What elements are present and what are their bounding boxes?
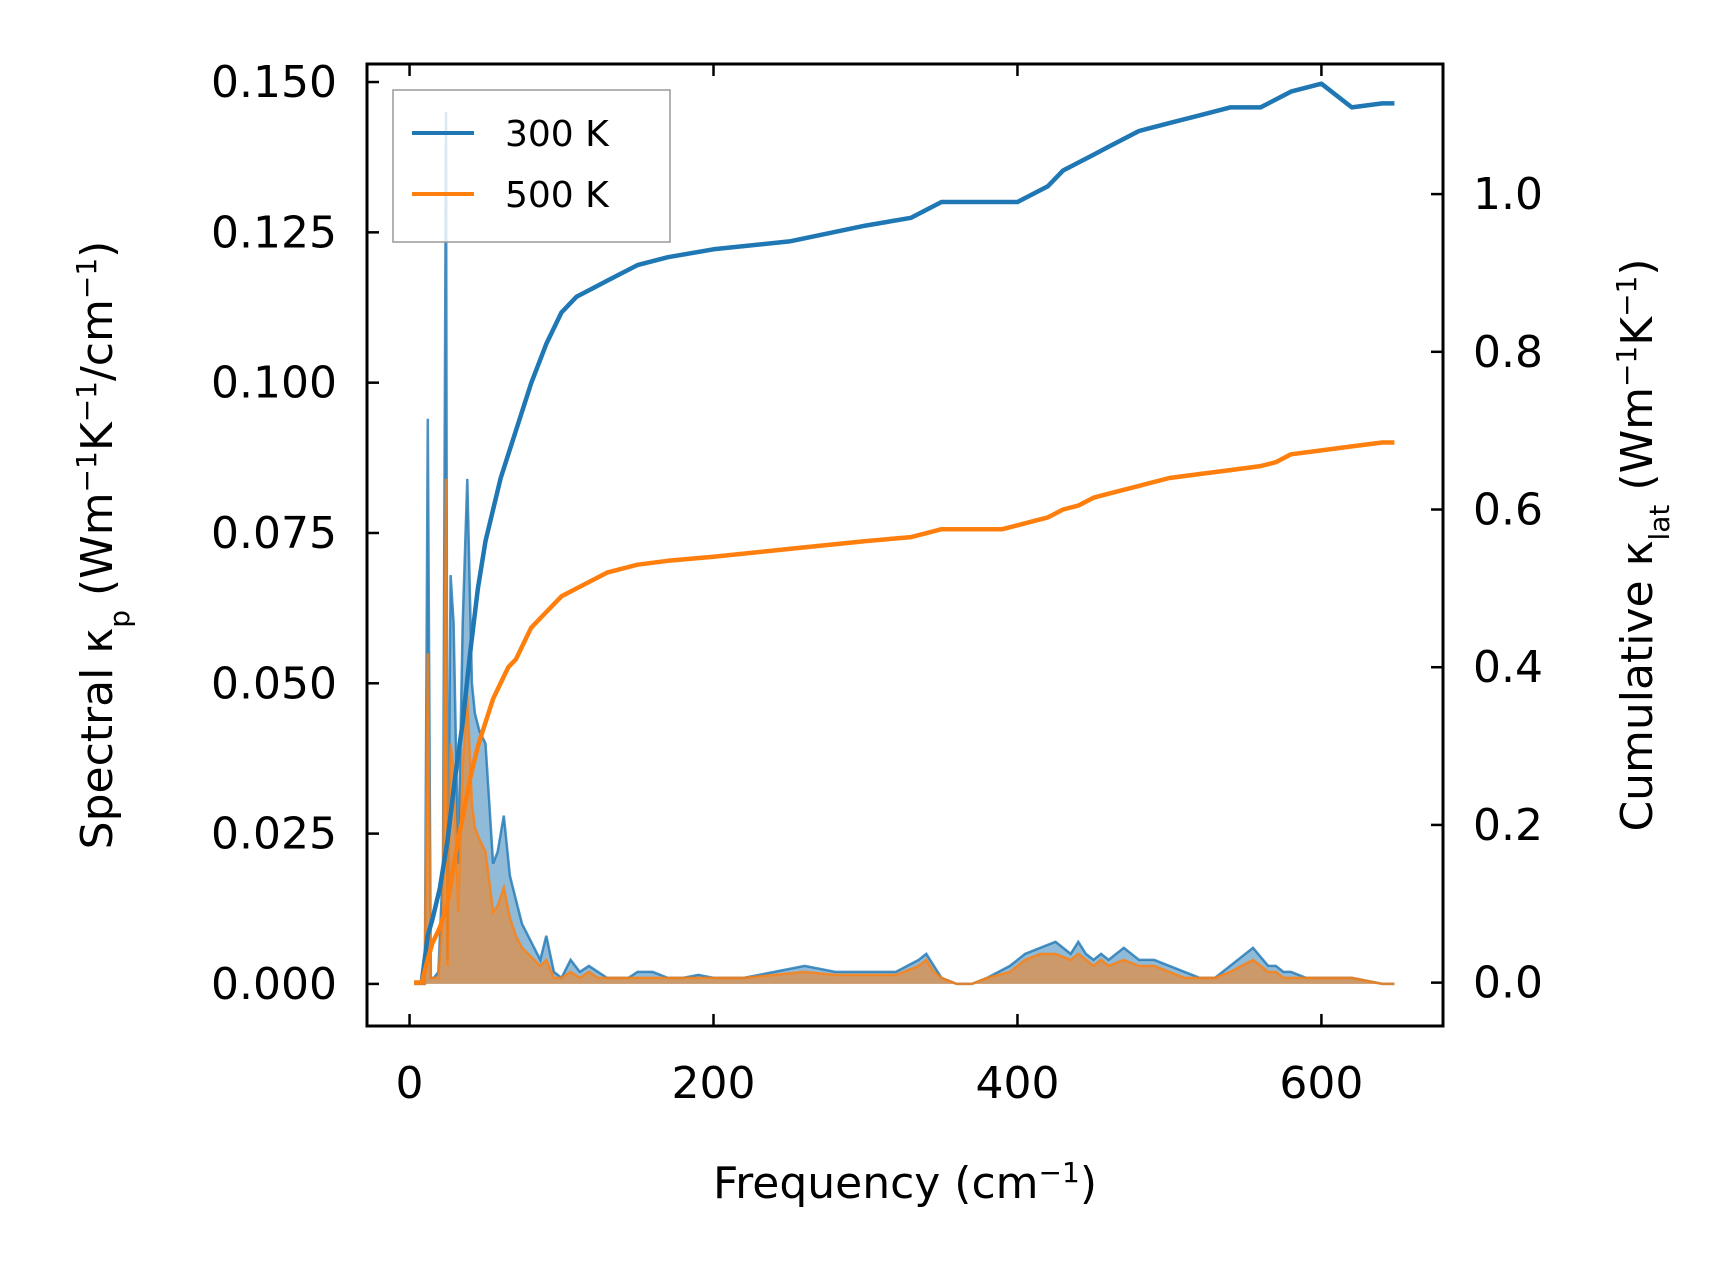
spectral-fills: [414, 112, 1395, 986]
y-tick-label: 0.100: [211, 358, 337, 409]
spectral-fill-500k: [414, 478, 1395, 984]
y-tick-label: 0.075: [211, 508, 337, 559]
cumulative-line-500k: [414, 440, 1395, 985]
y2-axis-label: Cumulative κlat (Wm−1K−1): [1610, 258, 1676, 831]
y2-tick-label: 0.6: [1473, 485, 1543, 536]
y2-tick-label: 0.4: [1473, 642, 1543, 693]
y2-tick-label: 0.8: [1473, 327, 1543, 378]
plot-frame: [365, 62, 1445, 1028]
y-tick-label: 0.150: [211, 57, 337, 108]
x-tick-label: 600: [1279, 1058, 1363, 1109]
spectral-line-300k: [414, 112, 1395, 986]
x-axis-label: Frequency (cm−1): [713, 1156, 1097, 1210]
spectral-fill-300k: [414, 112, 1395, 984]
y2-tick-label: 1.0: [1473, 169, 1543, 220]
series-lines: [414, 81, 1395, 985]
y-tick-label: 0.000: [211, 959, 337, 1010]
y-tick-label: 0.050: [211, 658, 337, 709]
y-tick-label: 0.025: [211, 809, 337, 860]
y2-tick-label: 0.2: [1473, 800, 1543, 851]
x-tick-label: 0: [396, 1058, 424, 1109]
axis-tick-labels: 0 200 400 600 0.000 0.025 0.050 0.075 0.100 0.125…: [211, 57, 1543, 1109]
spectral-line-500k: [414, 478, 1395, 986]
x-tick-label: 400: [975, 1058, 1059, 1109]
legend-box: [392, 89, 671, 243]
cumulative-line-300k: [414, 81, 1395, 985]
x-tick-label: 200: [672, 1058, 756, 1109]
y2-tick-label: 0.0: [1473, 958, 1543, 1009]
y-axis-label: Spectral κp (Wm−1K−1/cm−1): [70, 241, 136, 850]
legend-label-300k: 300 K: [505, 114, 610, 155]
y-tick-label: 0.125: [211, 207, 337, 258]
legend: 300 K 500 K: [392, 89, 671, 243]
axis-ticks: [367, 64, 1443, 1026]
legend-label-500k: 500 K: [505, 175, 610, 216]
